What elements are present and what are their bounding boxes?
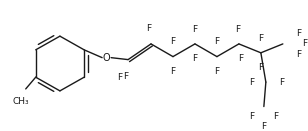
Text: F: F [249, 78, 254, 87]
Text: F: F [146, 24, 152, 33]
Text: F: F [192, 25, 197, 34]
Text: CH₃: CH₃ [12, 97, 29, 106]
Text: F: F [258, 63, 263, 72]
Text: F: F [118, 73, 123, 82]
Text: F: F [249, 112, 254, 121]
Text: O: O [102, 53, 110, 63]
Text: F: F [258, 34, 263, 43]
Text: F: F [170, 67, 176, 76]
Text: F: F [192, 54, 197, 63]
Text: F: F [214, 67, 220, 76]
Text: F: F [296, 29, 301, 38]
Text: F: F [238, 54, 243, 63]
Text: F: F [124, 72, 129, 81]
Text: F: F [279, 78, 284, 87]
Text: F: F [296, 50, 301, 59]
Text: F: F [302, 39, 307, 48]
Text: F: F [214, 37, 220, 47]
Text: F: F [273, 112, 278, 121]
Text: F: F [170, 37, 176, 47]
Text: F: F [235, 25, 240, 34]
Text: F: F [261, 122, 266, 131]
